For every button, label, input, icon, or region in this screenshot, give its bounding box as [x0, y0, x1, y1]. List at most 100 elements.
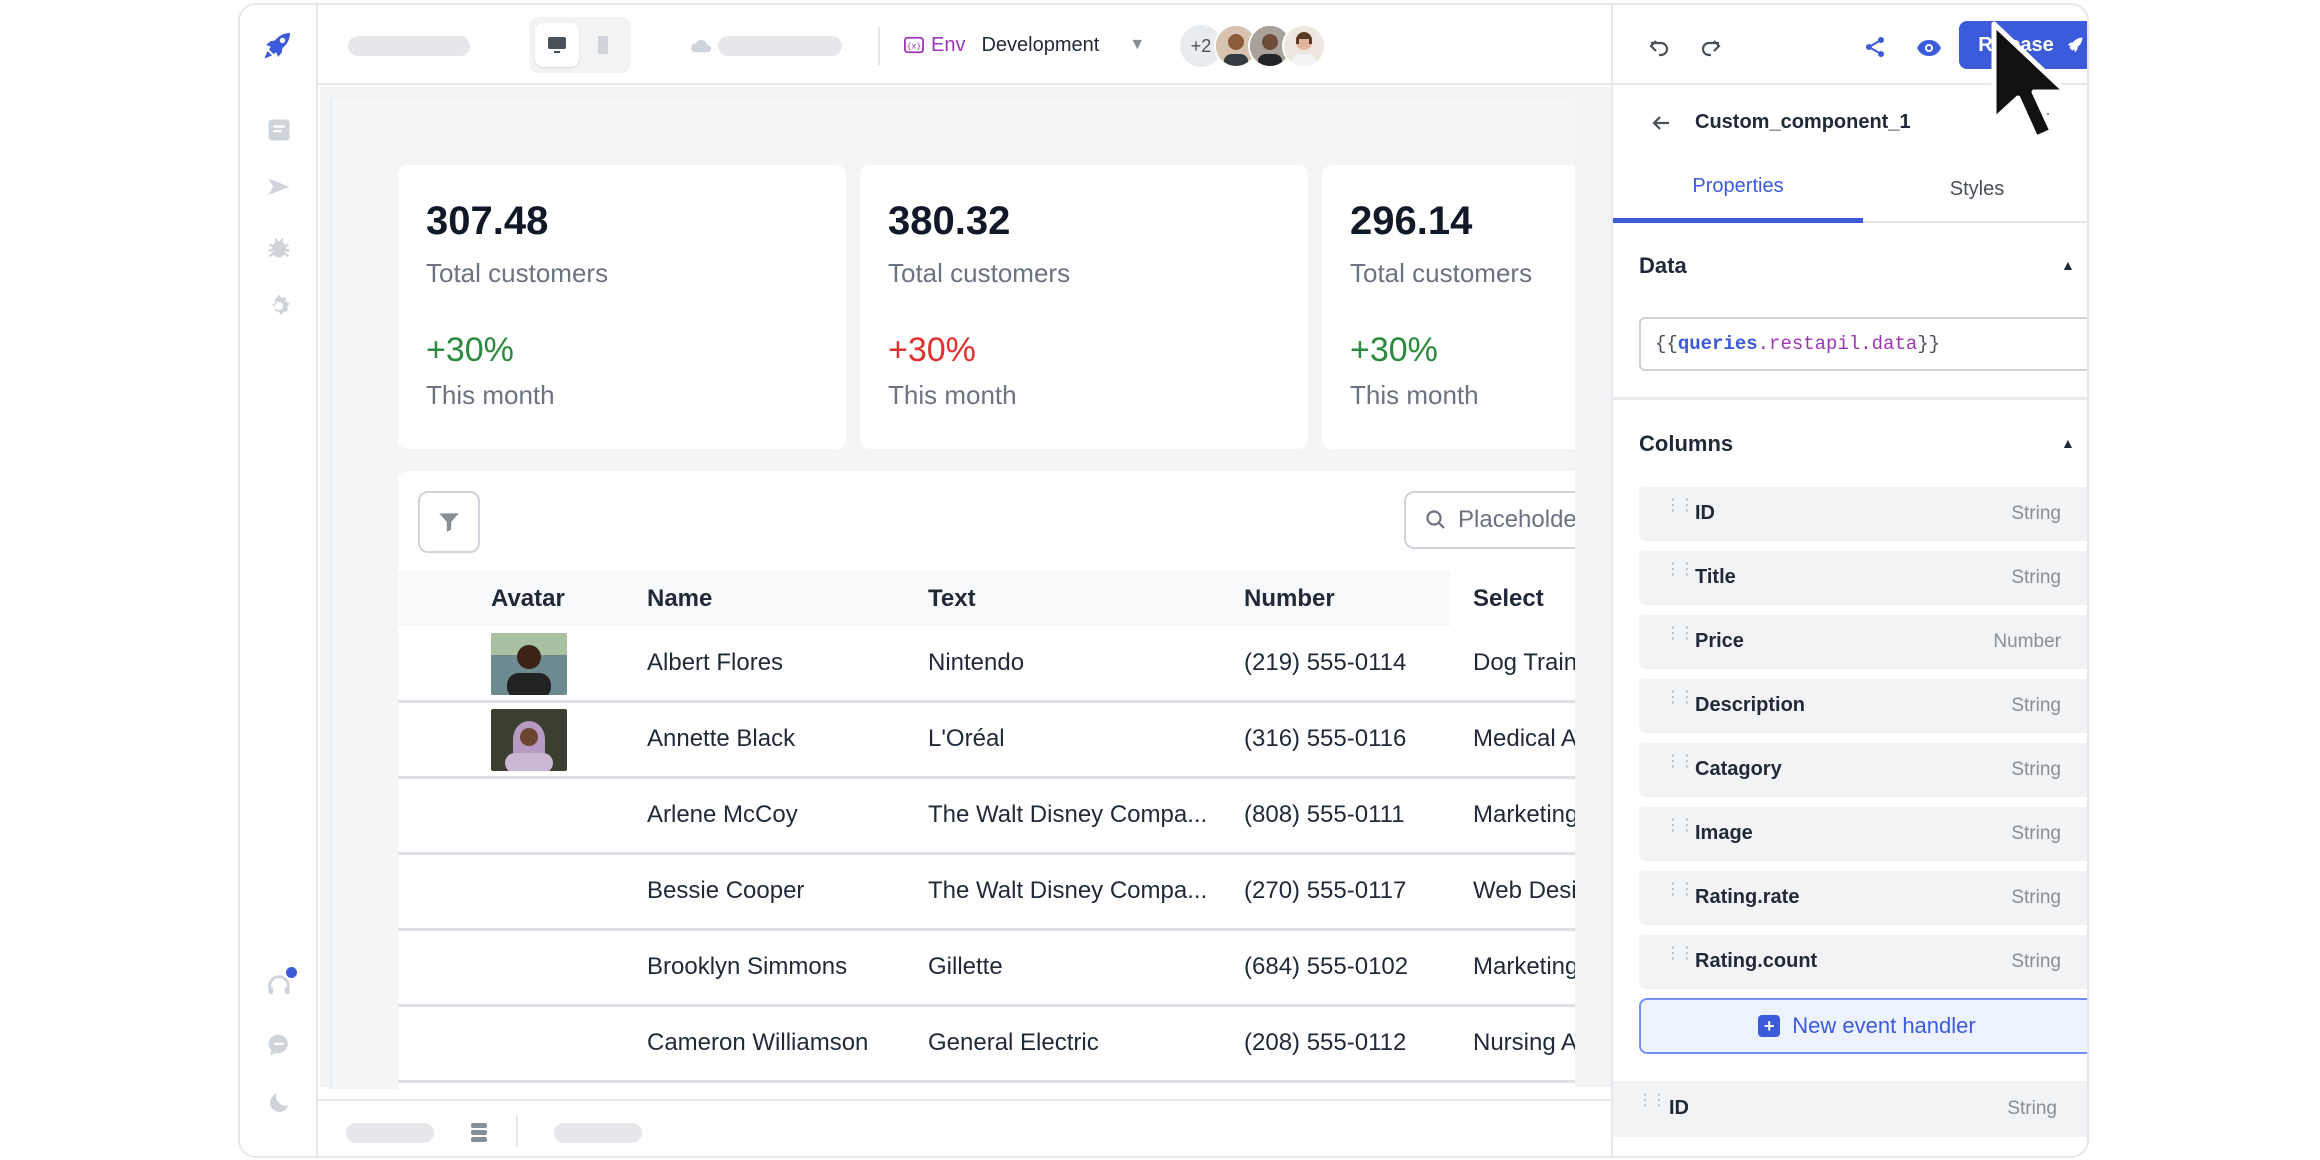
collapse-triangle-icon[interactable]: ▲	[2061, 435, 2075, 451]
table-row[interactable]: Bessie Cooper The Walt Disney Compa... (…	[398, 855, 1575, 931]
environment-selector[interactable]: {x} Env Development ▼	[903, 29, 1145, 61]
svg-text:{x}: {x}	[907, 41, 922, 51]
mobile-icon	[598, 36, 608, 54]
table-row[interactable]: Annette Black L'Oréal (316) 555-0116 Med…	[398, 703, 1575, 779]
database-icon[interactable]	[470, 1121, 488, 1150]
table-row[interactable]: Brooklyn Simmons Gillette (684) 555-0102…	[398, 931, 1575, 1007]
pages-icon[interactable]	[264, 115, 294, 145]
cell-name: Brooklyn Simmons	[647, 953, 848, 980]
drag-handle-icon[interactable]: ⋮⋮	[1665, 817, 1695, 834]
search-placeholder: Placeholder	[1458, 506, 1575, 533]
collapse-triangle-icon[interactable]: ▲	[2061, 257, 2075, 273]
data-section-title[interactable]: Data	[1639, 253, 1687, 278]
send-icon[interactable]	[264, 173, 294, 203]
column-name: Price	[1695, 630, 1744, 652]
column-header-select[interactable]: Select	[1473, 585, 1544, 612]
cell-number: (270) 555-0117	[1244, 877, 1407, 904]
column-header-name[interactable]: Name	[647, 585, 713, 612]
drag-handle-icon[interactable]: ⋮⋮	[1665, 881, 1695, 898]
desktop-icon	[548, 37, 566, 53]
column-item[interactable]: ⋮⋮ Catagory String	[1639, 743, 2087, 797]
column-name: Rating.count	[1695, 950, 1818, 972]
drag-handle-icon[interactable]: ⋮⋮	[1637, 1092, 1667, 1109]
drag-handle-icon[interactable]: ⋮⋮	[1665, 945, 1695, 962]
drag-handle-icon[interactable]: ⋮⋮	[1665, 753, 1695, 770]
column-type: String	[2011, 567, 2061, 588]
cell-number: (684) 555-0102	[1244, 953, 1409, 980]
column-item[interactable]: ⋮⋮ ID String	[1613, 1081, 2087, 1137]
column-header-text[interactable]: Text	[928, 585, 976, 612]
column-item[interactable]: ⋮⋮ Rating.rate String	[1639, 871, 2087, 925]
cell-name: Arlene McCoy	[647, 801, 798, 828]
column-type: Number	[1993, 631, 2061, 652]
cell-name: Annette Black	[647, 725, 796, 752]
table-row[interactable]: Cameron Williamson General Electric (208…	[398, 1007, 1575, 1083]
metric-card[interactable]: 380.32 Total customers +30% This month	[860, 165, 1308, 449]
rocket-logo-icon[interactable]	[258, 25, 298, 65]
column-type: String	[2011, 695, 2061, 716]
drag-handle-icon[interactable]: ⋮⋮	[1665, 497, 1695, 514]
drag-handle-icon[interactable]: ⋮⋮	[1665, 561, 1695, 578]
filter-button[interactable]	[418, 491, 480, 553]
collaborators[interactable]: +2	[1178, 23, 1326, 69]
moon-icon[interactable]	[264, 1088, 294, 1118]
tab-properties[interactable]: Properties	[1613, 155, 1863, 223]
preview-eye-icon[interactable]	[1911, 29, 1947, 65]
column-name: Description	[1695, 694, 1806, 716]
column-item[interactable]: ⋮⋮ Rating.count String	[1639, 935, 2087, 989]
column-name: Catagory	[1695, 758, 1782, 780]
divider	[516, 1115, 518, 1147]
canvas: 307.48 Total customers +30% This month 3…	[320, 87, 1611, 1089]
cell-select[interactable]: Marketing	[1473, 953, 1575, 980]
column-header-avatar[interactable]: Avatar	[491, 585, 565, 612]
column-item[interactable]: ⋮⋮ ID String	[1639, 487, 2087, 541]
data-binding-input[interactable]: {{queries .restapil.data}}	[1639, 317, 2087, 371]
metric-card[interactable]: 307.48 Total customers +30% This month	[398, 165, 846, 449]
support-headset-icon[interactable]	[264, 967, 297, 1001]
column-name: Rating.rate	[1695, 886, 1800, 908]
plus-icon: +	[1758, 1015, 1781, 1037]
chat-icon[interactable]	[264, 1030, 294, 1060]
column-type: String	[2011, 887, 2061, 908]
cell-select[interactable]: Marketing	[1473, 801, 1575, 828]
back-arrow-icon[interactable]	[1643, 105, 1679, 141]
component-name: Custom_component_1	[1695, 111, 1911, 133]
metric-delta: +30%	[888, 331, 976, 369]
desktop-view-button[interactable]	[535, 23, 579, 67]
cell-select[interactable]: Nursing Assistant	[1473, 1029, 1575, 1056]
device-toggle	[529, 17, 631, 73]
cell-select[interactable]: Medical Assistant	[1473, 725, 1575, 752]
column-item[interactable]: ⋮⋮ Description String	[1639, 679, 2087, 733]
column-name: ID	[1695, 502, 1715, 524]
drag-handle-icon[interactable]: ⋮⋮	[1665, 689, 1695, 706]
undo-icon[interactable]	[1641, 29, 1677, 65]
chevron-down-icon: ▼	[1129, 36, 1146, 53]
column-name: ID	[1669, 1097, 1689, 1119]
new-event-handler-label: New event handler	[1792, 1013, 1976, 1038]
placeholder-skeleton	[346, 1123, 434, 1143]
table-row[interactable]: Arlene McCoy The Walt Disney Compa... (8…	[398, 779, 1575, 855]
table-search-input[interactable]: Placeholder	[1404, 491, 1575, 549]
column-item[interactable]: ⋮⋮ Price Number	[1639, 615, 2087, 669]
metric-card[interactable]: 296.14 Total customers +30% This month	[1322, 165, 1575, 449]
column-header-number[interactable]: Number	[1244, 585, 1335, 612]
drag-handle-icon[interactable]: ⋮⋮	[1665, 625, 1695, 642]
bottom-bar	[318, 1099, 1611, 1156]
cell-number: (316) 555-0116	[1244, 725, 1407, 752]
share-icon[interactable]	[1857, 29, 1893, 65]
new-event-handler-button[interactable]: + New event handler	[1639, 998, 2087, 1054]
tab-styles[interactable]: Styles	[1949, 177, 2005, 200]
binding-object: queries	[1677, 333, 1758, 355]
column-item[interactable]: ⋮⋮ Image String	[1639, 807, 2087, 861]
mobile-view-button[interactable]	[581, 23, 625, 67]
cloud-icon	[690, 37, 712, 60]
table-row[interactable]: Albert Flores Nintendo (219) 555-0114 Do…	[398, 627, 1575, 703]
cell-select[interactable]: Dog Trainer	[1473, 649, 1575, 676]
gear-icon[interactable]	[264, 291, 294, 321]
cell-select[interactable]: Web Designer	[1473, 877, 1575, 904]
table-header: Avatar Name Text Number Select	[398, 571, 1575, 627]
columns-section-title[interactable]: Columns	[1639, 431, 1734, 456]
redo-icon[interactable]	[1693, 29, 1729, 65]
column-item[interactable]: ⋮⋮ Title String	[1639, 551, 2087, 605]
bug-icon[interactable]	[264, 233, 294, 263]
